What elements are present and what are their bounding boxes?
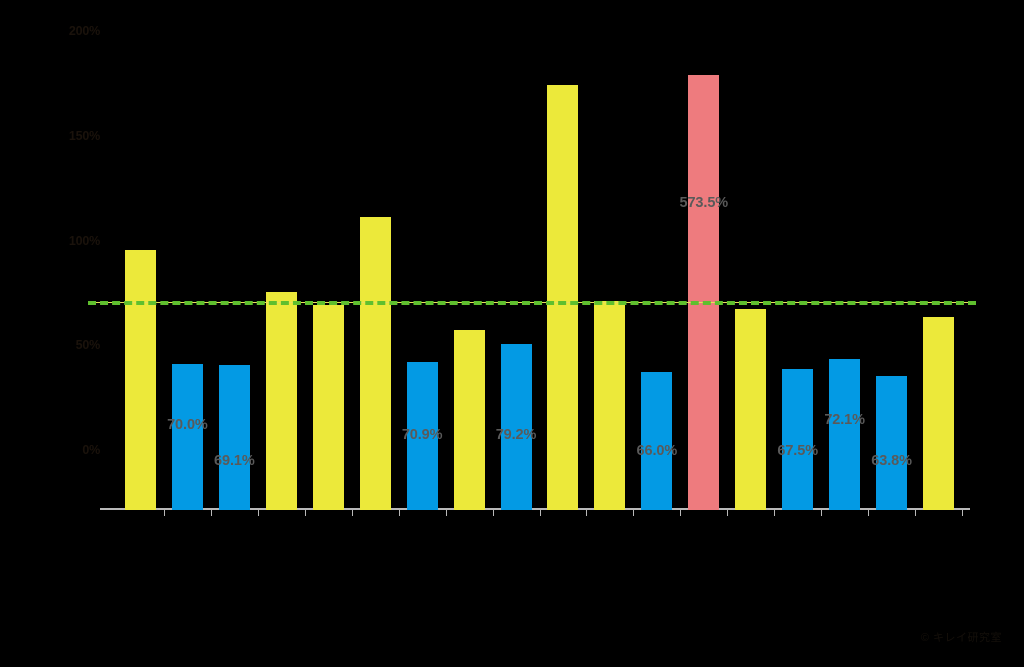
bar-value-label: 573.5% (679, 194, 729, 211)
bar (359, 216, 391, 510)
bar (594, 300, 626, 510)
y-axis-tick-label: 150% (68, 128, 100, 143)
bar (265, 292, 297, 510)
bar (218, 365, 250, 510)
reference-line-100-percent (88, 300, 976, 305)
bar-value-label: 79.2% (495, 427, 537, 443)
bar-value-label: 70.9% (401, 427, 443, 443)
y-axis-tick-label: 50% (75, 338, 101, 353)
bar (782, 368, 814, 510)
y-axis-tick-label: 200% (68, 24, 100, 39)
y-axis-tick-label: 100% (68, 233, 100, 248)
x-axis-tick (821, 510, 823, 516)
plot-area: 70.0% 69.1% 70.9% 79.2% 66.0% 573.5% 67.5% 72.1… (88, 60, 976, 516)
bar (735, 309, 767, 510)
bar-value-label: 70.0% (167, 417, 208, 433)
bar-series: 70.0% 69.1% 70.9% 79.2% 66.0% 573.5% 67.5% 72.1… (100, 60, 970, 510)
bar (453, 330, 485, 510)
bar (829, 359, 861, 510)
bar (312, 304, 344, 510)
y-axis-tick-label: 0% (82, 442, 100, 457)
x-axis-tick (304, 510, 306, 516)
x-axis-tick (257, 510, 259, 516)
bar (876, 376, 908, 510)
bar-value-label: 63.8% (871, 453, 912, 469)
x-axis-tick (351, 510, 353, 516)
bar-value-label: 72.1% (824, 412, 865, 428)
x-axis-tick (868, 510, 870, 516)
bar (124, 250, 156, 510)
x-axis-tick (727, 510, 729, 516)
bar-value-label: 69.1% (214, 453, 255, 469)
bar (500, 344, 532, 510)
bar (171, 363, 203, 510)
x-axis-tick (680, 510, 682, 516)
x-axis-tick (633, 510, 635, 516)
x-axis-tick (398, 510, 400, 516)
x-axis-tick (539, 510, 541, 516)
x-axis-tick (445, 510, 447, 516)
x-axis-tick (962, 510, 963, 516)
y-axis-tick-labels: 200% 150% 100% 50% 0% (42, 0, 101, 456)
bar (923, 317, 955, 510)
bar (688, 74, 720, 510)
bar (641, 371, 673, 510)
credit-text: © キレイ研究室 (920, 632, 1002, 644)
bar (547, 85, 579, 510)
x-axis-tick (163, 510, 165, 516)
bar (406, 361, 438, 510)
x-axis-tick (915, 510, 917, 516)
x-axis-tick (586, 510, 588, 516)
bar-value-label: 66.0% (636, 443, 678, 459)
x-axis-baseline (100, 508, 970, 510)
x-axis-tick (492, 510, 494, 516)
x-axis-tick (210, 510, 212, 516)
x-axis-tick (774, 510, 776, 516)
bar-value-label: 67.5% (777, 443, 818, 459)
